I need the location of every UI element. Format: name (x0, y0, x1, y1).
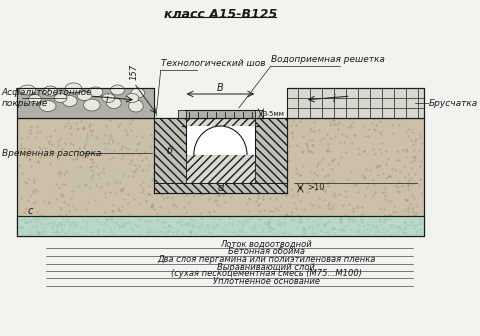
Ellipse shape (126, 93, 139, 102)
Bar (255, 110, 263, 118)
Ellipse shape (54, 93, 67, 102)
Text: с: с (28, 206, 33, 216)
Ellipse shape (62, 95, 77, 107)
Bar (184, 110, 257, 118)
Ellipse shape (88, 87, 103, 97)
Text: Лоток водоотводной: Лоток водоотводной (220, 240, 312, 249)
Wedge shape (194, 126, 247, 155)
Ellipse shape (107, 97, 121, 109)
Text: d: d (217, 183, 224, 193)
Ellipse shape (102, 93, 115, 102)
Text: Водоприемная решетка: Водоприемная решетка (271, 55, 385, 64)
Bar (154, 118, 185, 183)
Ellipse shape (84, 99, 100, 111)
Ellipse shape (28, 94, 41, 103)
Ellipse shape (131, 88, 144, 98)
Text: В: В (217, 83, 224, 93)
Text: Брусчатка: Брусчатка (429, 98, 478, 108)
Ellipse shape (65, 83, 82, 93)
Ellipse shape (129, 100, 143, 112)
Text: класс А15-В125: класс А15-В125 (164, 8, 277, 21)
Text: Временная распорка: Временная распорка (2, 149, 101, 158)
Bar (154, 183, 287, 193)
Bar (287, 88, 424, 118)
Bar (178, 110, 185, 118)
Text: Выравнивающий слой: Выравнивающий слой (217, 262, 315, 271)
Text: Асфальтобетонное
покрытие: Асфальтобетонное покрытие (2, 88, 93, 108)
Text: Технологический шов: Технологический шов (161, 59, 265, 68)
Ellipse shape (39, 100, 56, 112)
Text: Два слоя пергамина или полиэтиленовая пленка: Два слоя пергамина или полиэтиленовая пл… (157, 255, 375, 264)
Ellipse shape (20, 85, 36, 95)
Bar (16, 118, 424, 236)
Bar (255, 118, 287, 183)
Text: 3-5мм: 3-5мм (263, 111, 285, 117)
Ellipse shape (77, 91, 92, 100)
Text: Уплотненное основание: Уплотненное основание (213, 278, 320, 287)
Text: б: б (167, 145, 173, 156)
Bar (154, 118, 287, 193)
Text: 157: 157 (130, 64, 139, 80)
Bar (16, 88, 154, 118)
Ellipse shape (44, 86, 58, 96)
Text: Бетонная обойма: Бетонная обойма (228, 248, 305, 256)
Ellipse shape (111, 85, 124, 95)
Bar (16, 216, 424, 236)
Text: stok
par k: stok par k (75, 130, 164, 192)
Text: (сухая пескоцементная смесь (М75...М100): (сухая пескоцементная смесь (М75...М100) (171, 269, 362, 279)
Text: >10: >10 (307, 183, 324, 193)
Text: i: i (333, 94, 336, 104)
Bar (185, 126, 255, 155)
Text: i: i (105, 94, 108, 104)
